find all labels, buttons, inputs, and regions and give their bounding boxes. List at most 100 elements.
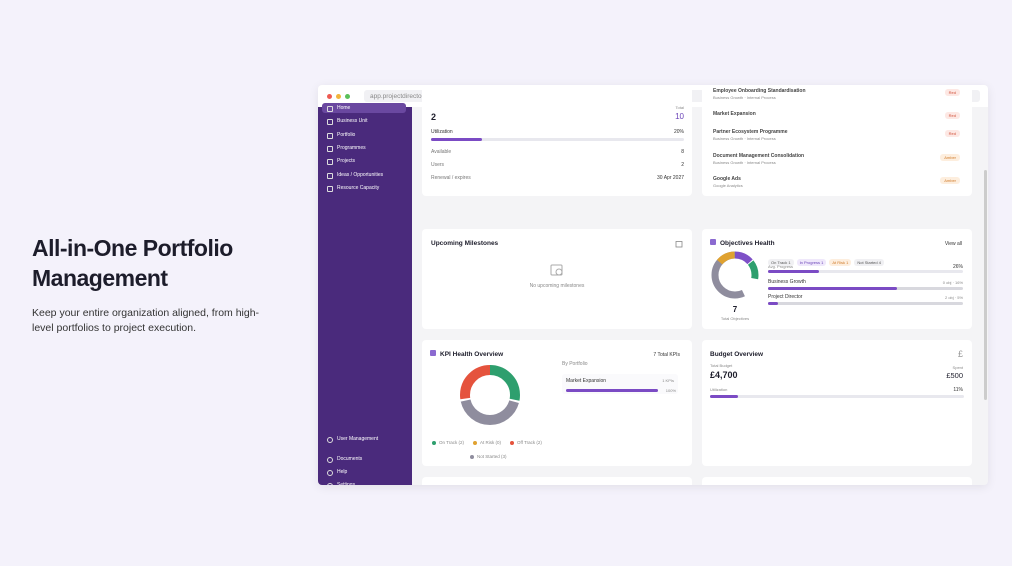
legend-item: Not Started (3): [477, 454, 507, 459]
browser: app.projectdirector.com/dashboard Home Bu…: [318, 85, 988, 485]
count: 2: [431, 112, 437, 122]
nav-item[interactable]: Business Unit: [337, 118, 368, 125]
legend-dot: [510, 441, 514, 445]
chip[interactable]: In Progress 1: [796, 259, 827, 266]
total: 10: [675, 112, 684, 121]
name: Google Ads: [713, 176, 741, 182]
nav-item[interactable]: Programmes: [337, 144, 366, 151]
card: [422, 477, 692, 485]
sub: Business Growth · Internal Process: [713, 95, 776, 100]
label: Available: [431, 149, 452, 155]
card-title: Objectives Health: [720, 240, 775, 247]
nav-icon: [327, 132, 333, 139]
risk-card: Employee Onboarding Standardisation Busin…: [702, 85, 972, 196]
nav-icon: [327, 172, 333, 179]
hero-text: Keep your entire organization aligned, f…: [32, 307, 260, 334]
icon: [430, 350, 436, 356]
total: 7 Total KPIs: [653, 352, 680, 358]
icon: [675, 241, 683, 248]
tag: Red: [944, 130, 960, 137]
legend-item: On Track (2): [439, 440, 465, 445]
empty: No upcoming milestones: [529, 283, 585, 289]
legend-dot: [432, 441, 436, 445]
legend-dot: [470, 455, 474, 459]
card-title: KPI Health Overview: [440, 351, 504, 358]
dot: [345, 94, 350, 99]
tag: Amber: [940, 154, 960, 161]
nav-item[interactable]: Portfolio: [337, 131, 356, 138]
nav-item[interactable]: Home: [337, 105, 351, 111]
tag: Red: [944, 112, 960, 119]
name: Partner Ecosystem Programme: [713, 129, 788, 135]
nav-icon: [327, 483, 333, 485]
donut: [460, 365, 520, 425]
by: By Portfolio: [562, 361, 588, 367]
nav-item[interactable]: Help: [337, 469, 348, 475]
legend-dot: [473, 441, 477, 445]
progress: [768, 270, 963, 273]
name: Employee Onboarding Standardisation: [713, 88, 806, 94]
nav-item[interactable]: Resource Capacity: [337, 184, 380, 191]
total: £4,700: [710, 370, 738, 380]
url: app.projectdirector.com/dashboard: [370, 93, 471, 100]
nav-item[interactable]: Documents: [337, 456, 363, 462]
legend-item: Off Track (2): [517, 440, 542, 445]
tag: Red: [944, 89, 960, 96]
nav-item[interactable]: User Management: [337, 436, 379, 442]
progress: [710, 395, 964, 398]
total-label: Total Objectives: [720, 316, 750, 321]
card: [702, 477, 972, 485]
milestones-card: Upcoming Milestones No upcoming mileston…: [422, 229, 692, 329]
value: 8: [681, 149, 684, 155]
spent: £500: [946, 371, 963, 380]
nav-icon: [327, 185, 333, 192]
nav-icon: [327, 106, 333, 112]
symbol: £: [957, 349, 963, 359]
dot: [327, 94, 332, 99]
sub: Business Growth · Internal Process: [713, 136, 776, 141]
value: 2: [681, 162, 684, 168]
value: 11%: [953, 387, 963, 393]
label: Utilization: [431, 129, 453, 135]
card-title: Budget Overview: [710, 351, 764, 358]
sidebar: Home Business Unit Portfolio Programmes Proj…: [318, 103, 412, 485]
chip[interactable]: At Risk 1: [829, 259, 852, 266]
nav-item[interactable]: Settings: [337, 482, 356, 485]
nav-item[interactable]: Ideas / Opportunities: [337, 171, 384, 178]
progress: [431, 138, 684, 141]
chip[interactable]: On Track 1: [768, 259, 794, 266]
total: 7: [732, 305, 738, 314]
name: Document Management Consolidation: [713, 153, 805, 159]
sub: Google Analytics: [713, 183, 743, 188]
value: 0 obj · 16%: [942, 280, 963, 285]
name: Business Growth: [768, 279, 806, 285]
legend-item: At Risk (0): [480, 440, 502, 445]
chip[interactable]: Not Started 4: [854, 259, 884, 266]
label: Utilization: [710, 387, 728, 392]
nav-icon: [327, 145, 333, 152]
progress: [768, 302, 963, 305]
sub: Business Growth · Internal Process: [713, 160, 776, 165]
count: 1 KPIs: [662, 378, 674, 383]
view-all[interactable]: View all: [944, 241, 962, 247]
tag: Amber: [940, 177, 960, 184]
label: Users: [431, 162, 445, 168]
nav-icon: [327, 437, 333, 443]
kpi-card: KPI Health Overview 7 Total KPIs By Port…: [422, 340, 692, 466]
name: Project Director: [768, 294, 803, 300]
progress: [566, 389, 658, 392]
nav-item[interactable]: Projects: [337, 158, 356, 165]
total-label: Total: [675, 105, 684, 110]
dot: [336, 94, 341, 99]
hero-title: All-in-One Portfolio Management: [32, 235, 233, 291]
pct: 100%: [665, 388, 676, 393]
value: 26%: [952, 264, 963, 270]
nav-icon: [327, 119, 333, 126]
value: 20%: [673, 129, 684, 135]
label: Total Budget: [710, 363, 733, 368]
nav-icon: [327, 470, 333, 476]
name: Market Expansion: [566, 378, 607, 384]
label: Spent: [952, 365, 963, 370]
nav-icon: [327, 457, 333, 463]
